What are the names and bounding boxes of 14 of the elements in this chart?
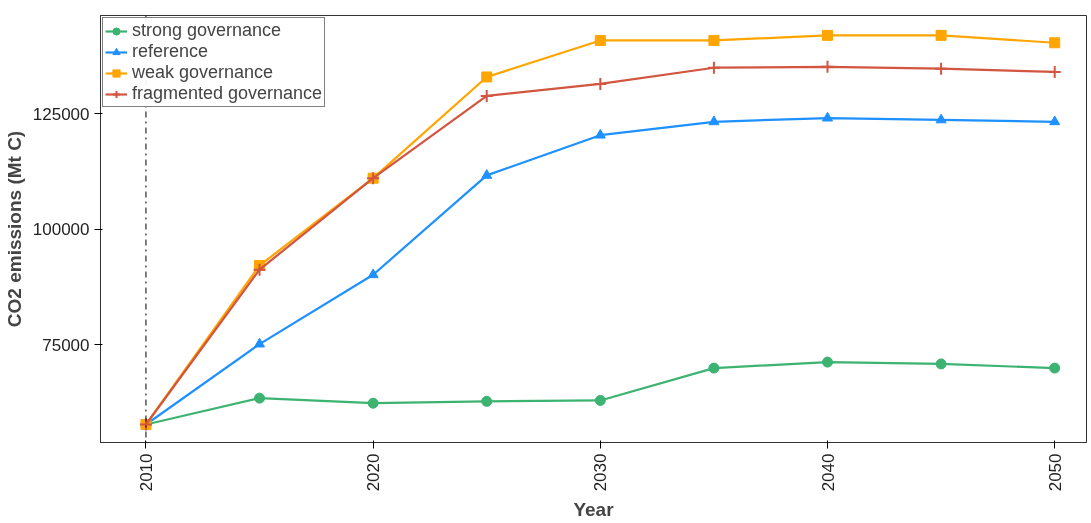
x-tick-label: 2040 <box>818 453 838 492</box>
legend-label: strong governance <box>132 20 282 41</box>
y-tick-label: 125000 <box>32 104 90 124</box>
legend-label: reference <box>132 41 209 62</box>
x-tick-label: 2010 <box>136 453 156 492</box>
legend-label: fragmented governance <box>132 83 323 104</box>
x-tick-label: 2030 <box>591 453 611 492</box>
y-tick-label: 75000 <box>42 335 90 355</box>
x-tick-label: 2020 <box>364 453 384 492</box>
y-tick-label: 100000 <box>32 220 90 240</box>
x-axis-title: Year <box>573 499 615 521</box>
y-axis-title: CO2 emissions (Mt C) <box>3 130 25 328</box>
x-tick-label: 2050 <box>1045 453 1065 492</box>
legend-label: weak governance <box>132 62 274 83</box>
